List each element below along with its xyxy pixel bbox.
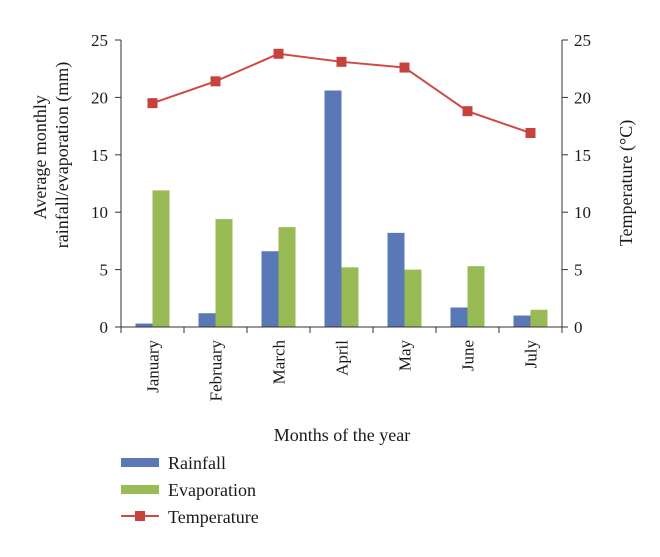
- x-axis-title: Months of the year: [274, 425, 410, 445]
- x-tick-label: March: [270, 340, 289, 385]
- left-y-axis: 0 5 10 15 20 25: [91, 31, 122, 337]
- legend-label-evaporation: Evaporation: [168, 480, 256, 500]
- right-y-tick-label: 25: [574, 31, 591, 50]
- bar-evaporation: [152, 190, 170, 327]
- x-tick-label: January: [144, 340, 163, 393]
- right-y-tick-label: 5: [574, 261, 583, 280]
- x-tick-label: May: [396, 340, 415, 372]
- marker-temperature: [210, 76, 221, 87]
- x-tick-label: June: [459, 340, 478, 371]
- bar-evaporation: [404, 269, 422, 327]
- marker-temperature: [147, 98, 158, 109]
- bar-rainfall: [450, 307, 468, 327]
- right-y-tick-label: 10: [574, 203, 591, 222]
- bar-rainfall: [198, 313, 216, 327]
- legend-swatch-temperature-marker: [135, 511, 145, 521]
- legend: Rainfall Evaporation Temperature: [121, 453, 259, 527]
- x-tick-labels: January February March April May June July: [120, 326, 563, 402]
- marker-temperature: [399, 62, 410, 73]
- bar-rainfall: [135, 323, 153, 327]
- bar-rainfall: [324, 90, 342, 328]
- left-y-tick-label: 5: [100, 261, 109, 280]
- x-tick-label: February: [207, 340, 226, 402]
- left-y-tick-label: 0: [100, 318, 109, 337]
- left-y-tick-label: 15: [91, 146, 108, 165]
- bar-evaporation: [530, 309, 548, 327]
- left-y-tick-label: 10: [91, 203, 108, 222]
- bar-rainfall: [261, 251, 279, 327]
- right-y-tick-label: 15: [574, 146, 591, 165]
- y-axis-title-line-1: Average monthly: [30, 95, 50, 219]
- y-axis-title-line-2: rainfall/evaporation (mm): [52, 62, 73, 248]
- right-y-axis: 0 5 10 15 20 25: [561, 31, 591, 337]
- legend-swatch-evaporation: [121, 485, 159, 494]
- bar-rainfall: [513, 315, 531, 327]
- plot-area: [135, 48, 548, 328]
- bar-rainfall: [387, 232, 405, 327]
- x-tick-label: April: [333, 340, 352, 376]
- marker-temperature: [462, 106, 473, 117]
- right-y-tick-label: 0: [574, 318, 583, 337]
- bar-evaporation: [467, 266, 485, 327]
- x-tick-label: July: [522, 340, 541, 369]
- left-y-tick-label: 25: [91, 31, 108, 50]
- legend-label-rainfall: Rainfall: [168, 453, 226, 473]
- bar-evaporation: [278, 227, 296, 327]
- right-y-tick-label: 20: [574, 88, 591, 107]
- left-y-tick-label: 20: [91, 88, 108, 107]
- bar-evaporation: [215, 219, 233, 327]
- marker-temperature: [273, 48, 284, 59]
- legend-label-temperature: Temperature: [168, 507, 259, 527]
- marker-temperature: [525, 127, 536, 138]
- bar-evaporation: [341, 267, 359, 327]
- marker-temperature: [336, 56, 347, 67]
- legend-swatch-rainfall: [121, 458, 159, 467]
- y2-axis-title: Temperature (°C): [616, 120, 637, 246]
- y-axis-title: Average monthly rainfall/evaporation (mm…: [30, 62, 73, 248]
